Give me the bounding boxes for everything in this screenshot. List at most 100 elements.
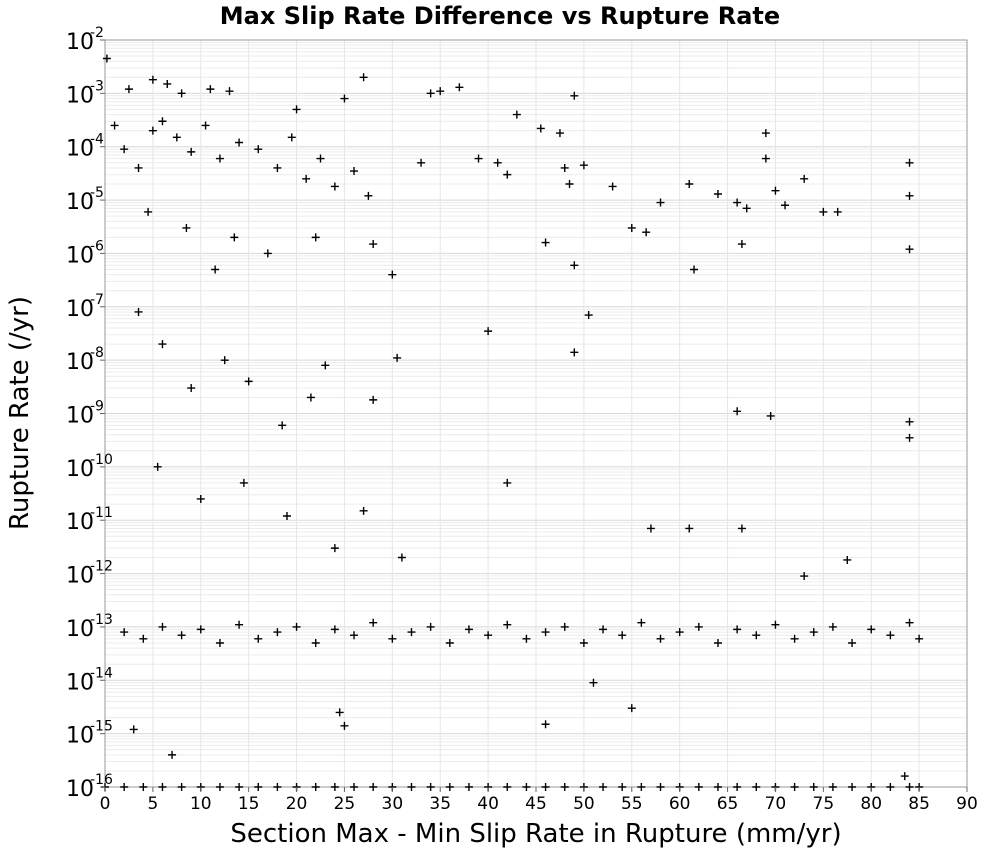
data-point xyxy=(134,163,143,172)
data-point xyxy=(737,524,746,533)
data-point xyxy=(369,240,378,249)
x-tick-label: 85 xyxy=(908,794,930,814)
data-point xyxy=(330,783,339,791)
data-point xyxy=(685,180,694,189)
data-point xyxy=(733,625,742,634)
x-tick-label: 35 xyxy=(429,794,451,814)
data-point xyxy=(330,544,339,553)
data-point xyxy=(311,783,320,791)
data-point xyxy=(211,265,220,274)
data-point xyxy=(350,783,359,791)
data-point xyxy=(522,783,531,791)
x-tick-label: 15 xyxy=(238,794,260,814)
data-point xyxy=(163,79,172,88)
data-point xyxy=(555,129,564,138)
data-point xyxy=(254,634,263,643)
y-tick-label: 10 xyxy=(66,137,94,162)
data-point xyxy=(388,634,397,643)
x-tick-label: 55 xyxy=(621,794,643,814)
y-tick-exponent: -16 xyxy=(90,772,113,788)
data-point xyxy=(187,147,196,156)
data-point xyxy=(809,783,818,791)
data-point xyxy=(311,233,320,242)
data-point xyxy=(369,395,378,404)
plot-gridlines xyxy=(104,40,968,788)
data-point xyxy=(350,167,359,176)
data-point xyxy=(273,628,282,637)
data-point xyxy=(512,110,521,119)
y-tick-label: 10 xyxy=(66,83,94,108)
data-point xyxy=(158,340,167,349)
data-point xyxy=(484,631,493,640)
data-point xyxy=(120,628,129,637)
data-point xyxy=(330,625,339,634)
y-tick-label: 10 xyxy=(66,30,94,55)
data-point xyxy=(541,720,550,729)
data-point xyxy=(867,625,876,634)
data-point xyxy=(273,163,282,172)
data-point xyxy=(278,421,287,430)
data-point xyxy=(153,462,162,471)
data-point xyxy=(828,783,837,791)
x-tick-label: 70 xyxy=(765,794,787,814)
x-tick-label: 20 xyxy=(286,794,308,814)
data-point xyxy=(335,708,344,717)
x-axis-label: Section Max - Min Slip Rate in Rupture (… xyxy=(230,819,841,849)
data-point xyxy=(124,85,133,94)
data-point xyxy=(713,189,722,198)
y-tick-exponent: -11 xyxy=(90,505,113,521)
data-point xyxy=(570,91,579,100)
data-point xyxy=(196,625,205,634)
data-point xyxy=(833,207,842,216)
data-point xyxy=(148,126,157,135)
y-tick-label: 10 xyxy=(66,724,94,749)
data-point xyxy=(599,783,608,791)
data-point xyxy=(158,783,167,791)
data-point xyxy=(843,555,852,564)
data-point xyxy=(541,238,550,247)
data-point xyxy=(886,783,895,791)
data-point xyxy=(311,638,320,647)
data-point xyxy=(560,622,569,631)
data-point xyxy=(809,628,818,637)
data-point xyxy=(177,783,186,791)
data-point xyxy=(196,494,205,503)
data-point xyxy=(158,622,167,631)
data-point xyxy=(407,628,416,637)
data-point xyxy=(637,618,646,627)
data-point xyxy=(733,198,742,207)
data-point xyxy=(781,201,790,210)
data-point xyxy=(201,121,210,130)
data-point xyxy=(771,620,780,629)
data-point xyxy=(172,133,181,142)
y-tick-exponent: -9 xyxy=(90,399,104,415)
data-point xyxy=(771,186,780,195)
data-point xyxy=(536,124,545,133)
data-point xyxy=(646,524,655,533)
data-point xyxy=(713,638,722,647)
data-point xyxy=(565,180,574,189)
y-tick-label: 10 xyxy=(66,510,94,535)
data-point xyxy=(713,783,722,791)
data-point xyxy=(915,634,924,643)
data-point xyxy=(235,620,244,629)
y-tick-label: 10 xyxy=(66,297,94,322)
data-point xyxy=(570,348,579,357)
y-tick-label: 10 xyxy=(66,564,94,589)
y-tick-exponent: -12 xyxy=(90,559,113,575)
data-point xyxy=(177,631,186,640)
y-tick-label: 10 xyxy=(66,670,94,695)
x-tick-label: 0 xyxy=(100,794,111,814)
data-point xyxy=(790,783,799,791)
x-tick-label: 5 xyxy=(147,794,158,814)
y-axis-ticks: 10-210-310-410-510-610-710-810-910-1010-… xyxy=(66,25,113,802)
data-point xyxy=(848,638,857,647)
y-tick-exponent: -10 xyxy=(90,452,113,468)
data-point xyxy=(503,620,512,629)
data-point xyxy=(656,634,665,643)
data-point xyxy=(694,622,703,631)
data-point xyxy=(599,625,608,634)
data-point xyxy=(752,631,761,640)
data-point xyxy=(426,89,435,98)
data-point xyxy=(282,511,291,520)
